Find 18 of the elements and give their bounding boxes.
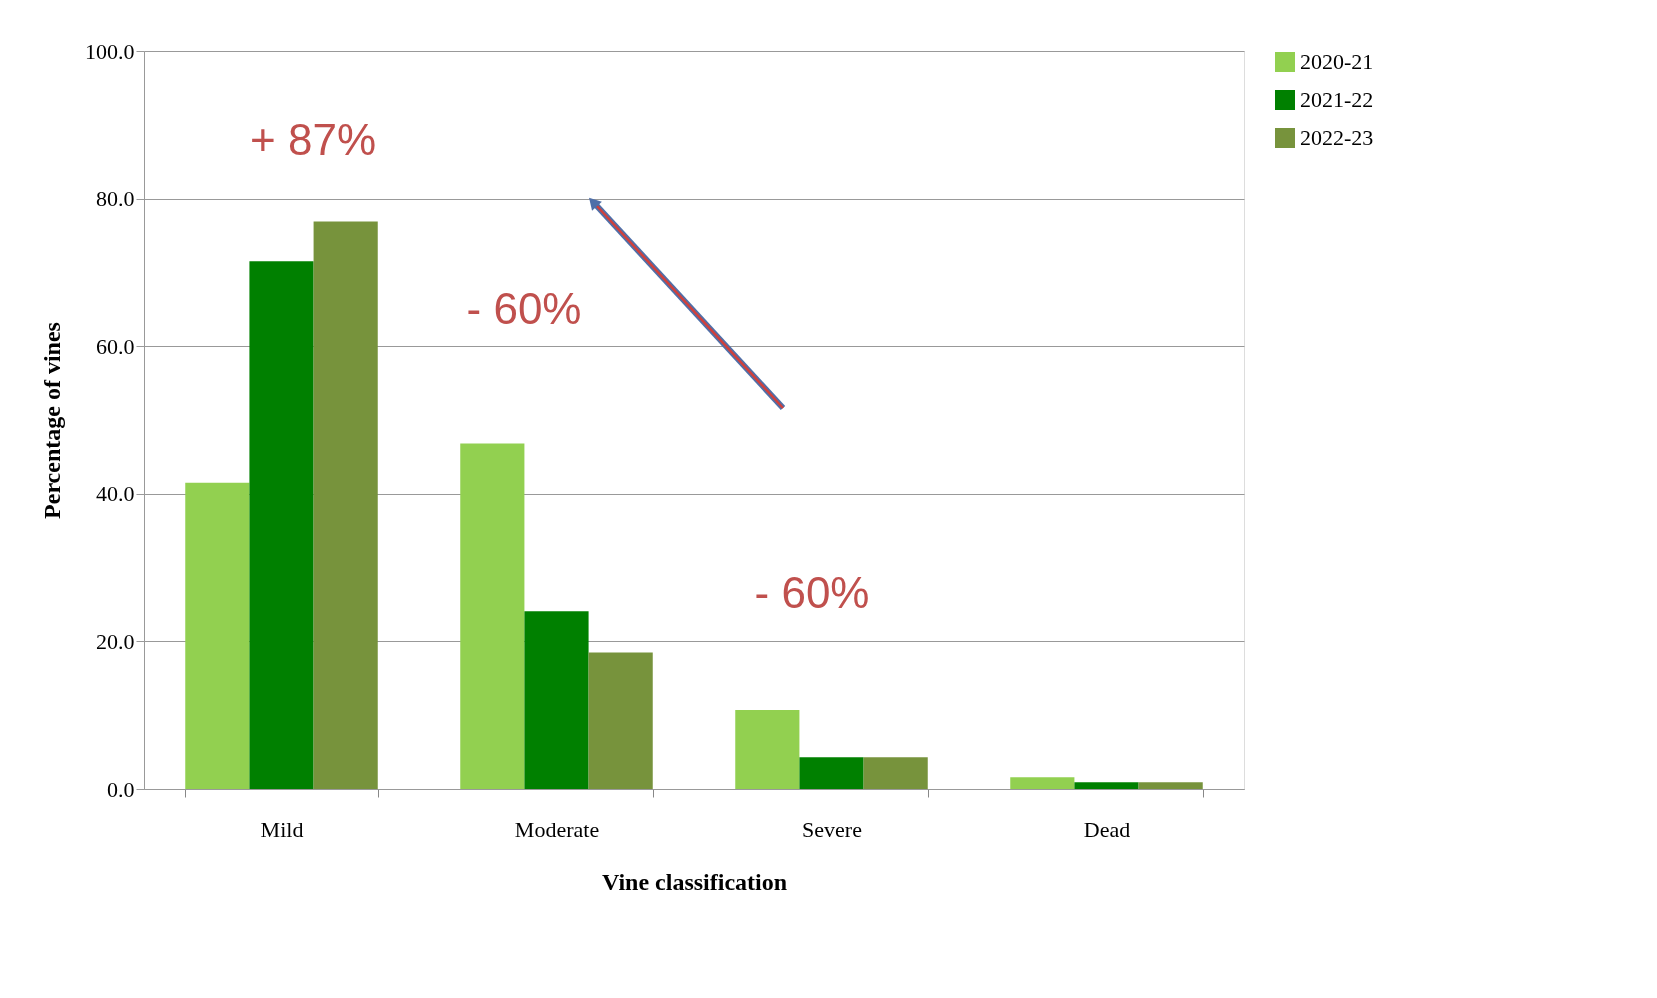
y-tick-label: 40.0	[96, 481, 135, 507]
y-tick-label: 80.0	[96, 186, 135, 212]
y-tick-label: 20.0	[96, 628, 135, 654]
legend-label: 2020-21	[1300, 49, 1374, 74]
x-tick-label: Severe	[802, 816, 862, 842]
annotation: - 60%	[754, 568, 870, 617]
y-tick-label: 0.0	[107, 776, 135, 802]
annotation: + 87%	[250, 115, 376, 164]
y-tick-label: 60.0	[96, 333, 135, 359]
legend-label: 2022-23	[1300, 125, 1374, 150]
annotation: - 60%	[466, 284, 582, 333]
y-tick-label: 100.0	[85, 38, 135, 64]
x-tick-label: Dead	[1083, 816, 1131, 842]
x-tick-label: Mild	[260, 816, 304, 842]
x-tick-label: Moderate	[514, 816, 600, 842]
x-axis-title: Vine classification	[601, 868, 788, 895]
legend-label: 2021-22	[1300, 87, 1374, 112]
y-axis-title: Percentage of vines	[39, 322, 65, 519]
